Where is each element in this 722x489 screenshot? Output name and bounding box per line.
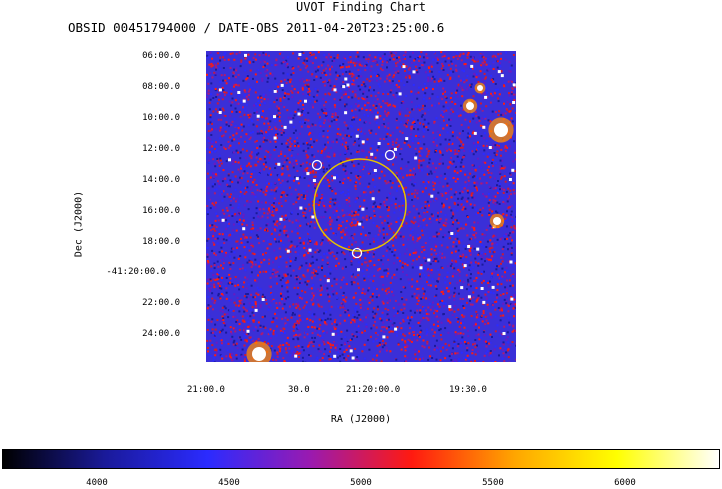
x-tick-label: 19:30.0 <box>449 385 487 395</box>
colorbar-tick-label: 4500 <box>218 478 240 488</box>
colorbar-tick-label: 5000 <box>350 478 372 488</box>
chart-title: UVOT Finding Chart <box>295 0 427 14</box>
bright-star <box>493 217 501 225</box>
y-tick-label: 10:00.0 <box>142 113 180 123</box>
y-tick-label: 24:00.0 <box>142 329 180 339</box>
source-marker <box>351 247 363 259</box>
image-field <box>206 51 516 362</box>
source-marker <box>384 149 396 161</box>
colorbar-tick-label: 6000 <box>614 478 636 488</box>
y-tick-label: 22:00.0 <box>142 298 180 308</box>
chart-subtitle: OBSID 00451794000 / DATE-OBS 2011-04-20T… <box>68 20 445 35</box>
y-tick-label: 14:00.0 <box>142 175 180 185</box>
x-tick-label: 21:20:00.0 <box>346 385 401 395</box>
colorbar-tick-label: 5500 <box>482 478 504 488</box>
y-axis-label: Dec (J2000) <box>73 190 85 258</box>
bright-star <box>252 347 266 361</box>
y-tick-label: 12:00.0 <box>142 144 180 154</box>
y-tick-label: 08:00.0 <box>142 82 180 92</box>
bright-star <box>494 123 508 137</box>
field-stars <box>218 53 516 360</box>
y-tick-label: -41:20:00.0 <box>106 267 166 277</box>
bright-star <box>477 85 483 91</box>
colorbar-tick-label: 4000 <box>86 478 108 488</box>
x-axis-label: RA (J2000) <box>330 414 392 425</box>
y-tick-label: 06:00.0 <box>142 51 180 61</box>
x-tick-label: 30.0 <box>288 385 310 395</box>
source-marker <box>311 159 323 171</box>
colorbar <box>2 449 720 469</box>
field-noise <box>206 51 516 362</box>
bright-star <box>466 102 474 110</box>
x-tick-label: 21:00.0 <box>187 385 225 395</box>
error-circle <box>313 158 407 252</box>
y-tick-label: 16:00.0 <box>142 206 180 216</box>
y-tick-label: 18:00.0 <box>142 237 180 247</box>
